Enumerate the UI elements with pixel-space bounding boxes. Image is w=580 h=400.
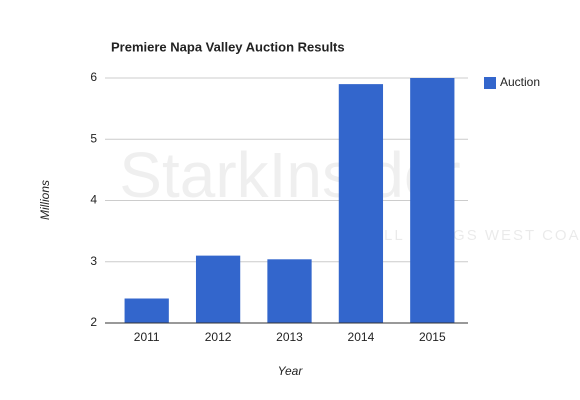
y-tick-label: 3 [90,254,97,268]
x-tick-label: 2011 [134,330,160,344]
y-tick-label: 4 [90,193,97,207]
bar [338,84,384,323]
bar [410,78,455,323]
x-tick-label: 2014 [348,330,375,344]
watermark-tagline: ALL THINGS WEST COAST [372,227,580,244]
x-axis-label: Year [278,364,304,378]
legend-label: Auction [500,75,540,89]
y-tick-label: 6 [90,70,97,84]
y-tick-label: 2 [90,315,97,329]
chart-title: Premiere Napa Valley Auction Results [111,39,345,54]
bar [124,298,169,323]
bar [195,255,241,323]
bar [267,259,312,323]
x-tick-label: 2012 [205,330,232,344]
x-tick-label: 2013 [276,330,303,344]
y-tick-label: 5 [90,131,97,145]
x-tick-label: 2015 [419,330,446,344]
y-axis-label: Millions [38,180,52,220]
legend-swatch [484,77,496,89]
watermark-brand: StarkInsider [119,139,460,211]
watermark: StarkInsider ALL THINGS WEST COAST [119,139,580,244]
